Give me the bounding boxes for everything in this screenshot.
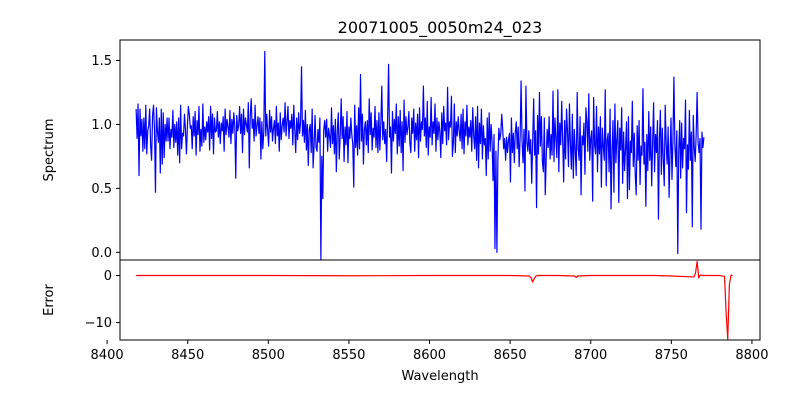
spectrum-panel: 0.0 0.5 1.0 1.5 Spectrum — [42, 39, 761, 261]
spectrum-y-tick-label: 1.0 — [91, 118, 112, 133]
x-tick-label: 8800 — [735, 348, 768, 363]
error-y-tick-label: 0 — [104, 269, 112, 284]
spectrum-y-tick-label: 0.0 — [91, 246, 112, 261]
error-y-tick-label: −10 — [85, 316, 112, 331]
x-tick-label: 8700 — [574, 348, 607, 363]
spectrum-series-line-0 — [135, 50, 705, 261]
spectrum-y-tick-label: 1.5 — [91, 54, 112, 69]
error-panel: 0 −10 8400 8450 8500 8550 8600 8650 8700 8750 880… — [42, 259, 768, 384]
x-tick-label: 8550 — [332, 348, 365, 363]
error-plot-area — [120, 260, 760, 340]
error-y-ticks: 0 −10 — [85, 269, 120, 331]
chart-title: 20071005_0050m24_023 — [338, 18, 543, 38]
x-axis-label: Wavelength — [401, 369, 478, 384]
spectrum-series-group — [135, 50, 705, 261]
x-tick-label: 8500 — [252, 348, 285, 363]
error-axes-frame — [119, 259, 761, 341]
spectrum-y-tick-label: 0.5 — [91, 182, 112, 197]
error-series-group — [136, 260, 733, 340]
error-series-line-0 — [136, 260, 733, 340]
x-tick-label: 8650 — [494, 348, 527, 363]
x-tick-label: 8600 — [413, 348, 446, 363]
error-x-ticks: 8400 8450 8500 8550 8600 8650 8700 8750 8800 — [91, 340, 768, 363]
x-tick-label: 8750 — [655, 348, 688, 363]
error-y-axis-label: Error — [42, 284, 57, 316]
spectrum-y-axis-label: Spectrum — [42, 119, 57, 182]
x-tick-label: 8400 — [91, 348, 124, 363]
x-tick-label: 8450 — [171, 348, 204, 363]
spectrum-y-ticks: 0.0 0.5 1.0 1.5 — [91, 54, 120, 261]
